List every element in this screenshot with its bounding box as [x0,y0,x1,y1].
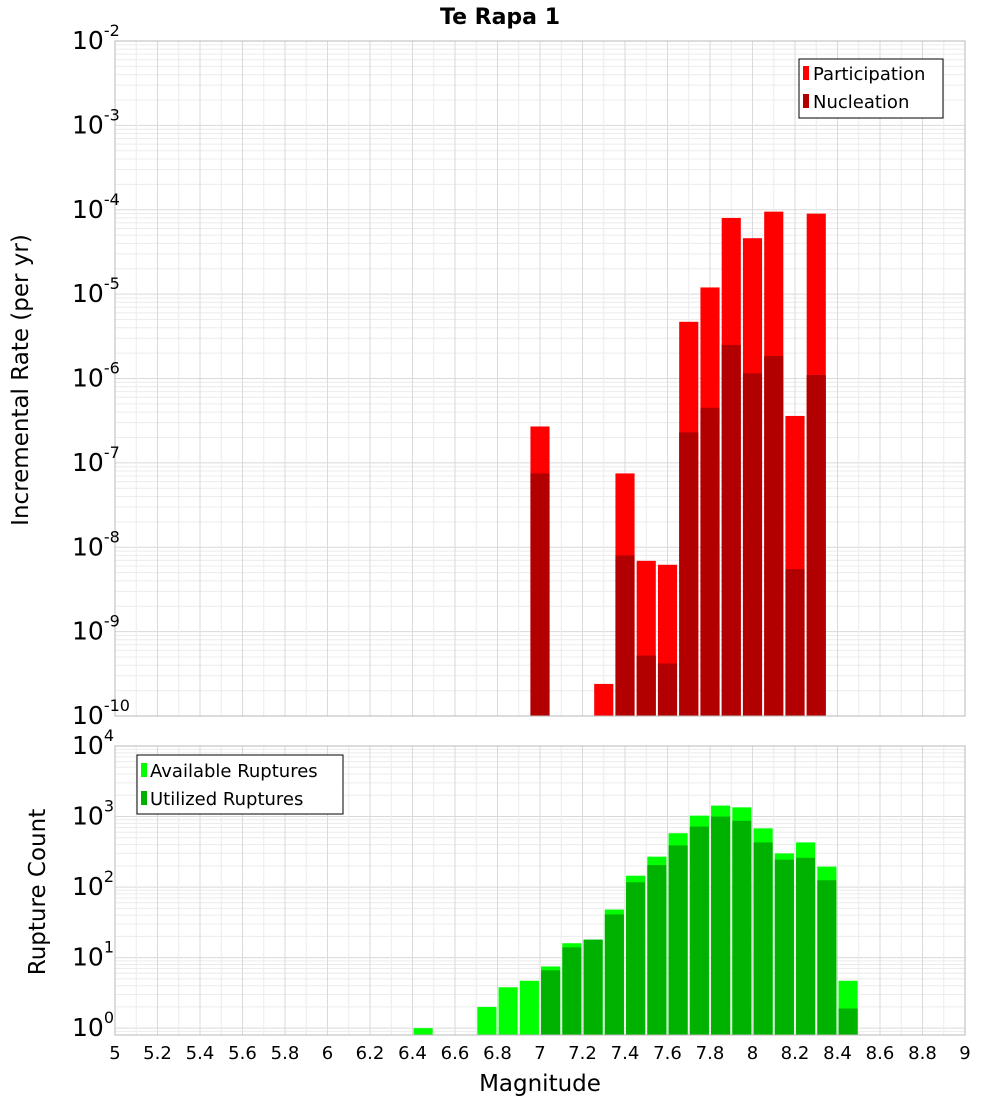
bar-nucleation [764,355,784,716]
bar-available-ruptures [413,1028,433,1035]
x-tick-label: 6 [322,1043,333,1064]
count-y-tick-label: 104 [72,726,114,760]
bar-nucleation [806,375,826,716]
rate-bars [530,211,826,717]
rate-y-tick-label: 10-8 [72,527,120,561]
x-tick-label: 6.8 [483,1043,512,1064]
rate-legend: Participation Nucleation [798,58,944,119]
bar-utilized-ruptures [668,845,688,1035]
bar-nucleation [721,344,741,716]
x-tick-label: 6.2 [356,1043,385,1064]
count-legend: Available Ruptures Utilized Ruptures [136,754,344,815]
x-axis-label: Magnitude [479,1071,601,1097]
bar-available-ruptures [519,980,539,1035]
bar-nucleation [636,655,656,716]
bar-available-ruptures [498,987,518,1035]
x-tick-label: 8.6 [866,1043,895,1064]
count-panel: 100 101 102 103 104 5 5.2 5.4 5.6 5.8 6 6.2 6.4 6.6 6… [25,726,971,1097]
x-tick-label: 7 [534,1043,545,1064]
x-tick-label: 8.4 [823,1043,852,1064]
x-tick-label: 9 [959,1043,970,1064]
rate-y-tick-label: 10-7 [72,443,120,477]
count-y-tick-label: 102 [72,867,114,901]
x-tick-label: 7.6 [653,1043,682,1064]
rate-y-tick-label: 10-3 [72,105,120,139]
count-bars [413,805,858,1035]
rate-panel: 10-10 10-9 10-8 10-7 10-6 10-5 10-4 10-3 10-2 In… [8,21,966,730]
x-tick-label: 5 [109,1043,120,1064]
rate-y-tick-label: 10-4 [72,190,120,224]
chart-title: Te Rapa 1 [440,5,560,30]
bar-utilized-ruptures [562,947,582,1035]
legend-swatch-participation [803,66,809,80]
rate-y-tick-label: 10-5 [72,274,120,308]
rate-y-tick-label: 10-6 [72,359,120,393]
x-tick-label: 6.6 [441,1043,470,1064]
rate-y-tick-label: 10-10 [72,696,130,730]
x-tick-label: 8.2 [781,1043,810,1064]
bar-utilized-ruptures [753,842,773,1035]
bar-utilized-ruptures [838,1008,858,1035]
count-y-ticks: 100 101 102 103 104 [72,726,114,1042]
bar-utilized-ruptures [541,970,561,1035]
x-tick-label: 8 [747,1043,758,1064]
x-tick-label: 5.6 [228,1043,257,1064]
count-y-tick-label: 100 [72,1008,114,1042]
bar-utilized-ruptures [604,914,624,1035]
rate-legend-box [798,58,944,119]
legend-swatch-available [141,763,147,777]
count-y-axis-label: Rupture Count [25,809,51,975]
rate-y-axis-label: Incremental Rate (per yr) [8,234,34,526]
legend-label-nucleation: Nucleation [813,92,909,113]
x-tick-label: 7.4 [611,1043,640,1064]
bar-participation [594,683,614,716]
x-tick-label: 5.2 [143,1043,172,1064]
rate-plot-border [114,40,966,717]
bar-utilized-ruptures [583,939,603,1035]
legend-label-participation: Participation [813,64,925,85]
bar-available-ruptures [477,1006,497,1035]
bar-utilized-ruptures [626,882,646,1035]
bar-nucleation [679,432,699,716]
x-tick-label: 5.8 [271,1043,300,1064]
bar-nucleation [700,407,720,716]
count-plot-border [114,745,966,1036]
bar-utilized-ruptures [732,820,752,1035]
bar-utilized-ruptures [774,859,794,1035]
count-legend-box [136,754,344,815]
bar-utilized-ruptures [689,826,709,1035]
bar-utilized-ruptures [796,857,816,1035]
count-y-tick-label: 103 [72,797,114,831]
legend-swatch-utilized [141,791,147,805]
bar-utilized-ruptures [647,865,667,1035]
bar-utilized-ruptures [817,880,837,1035]
x-tick-label: 7.2 [568,1043,597,1064]
count-y-tick-label: 101 [72,938,114,972]
bar-nucleation [530,473,550,716]
legend-label-utilized: Utilized Ruptures [150,789,303,810]
legend-label-available: Available Ruptures [150,761,318,782]
bar-nucleation [657,663,678,716]
rate-y-ticks: 10-10 10-9 10-8 10-7 10-6 10-5 10-4 10-3 10-2 [72,21,130,730]
x-ticks: 5 5.2 5.4 5.6 5.8 6 6.2 6.4 6.6 6.8 7 7.2 7.4 7.6 7.8 8… [109,1043,970,1064]
bar-nucleation [615,555,635,716]
x-tick-label: 8.8 [908,1043,937,1064]
bar-utilized-ruptures [711,816,731,1035]
rate-y-tick-label: 10-9 [72,612,120,646]
x-tick-label: 5.4 [186,1043,215,1064]
x-tick-label: 7.8 [696,1043,725,1064]
bar-nucleation [742,373,763,716]
rate-y-tick-label: 10-2 [72,21,120,55]
x-tick-label: 6.4 [398,1043,427,1064]
bar-nucleation [785,569,805,716]
legend-swatch-nucleation [803,94,809,108]
